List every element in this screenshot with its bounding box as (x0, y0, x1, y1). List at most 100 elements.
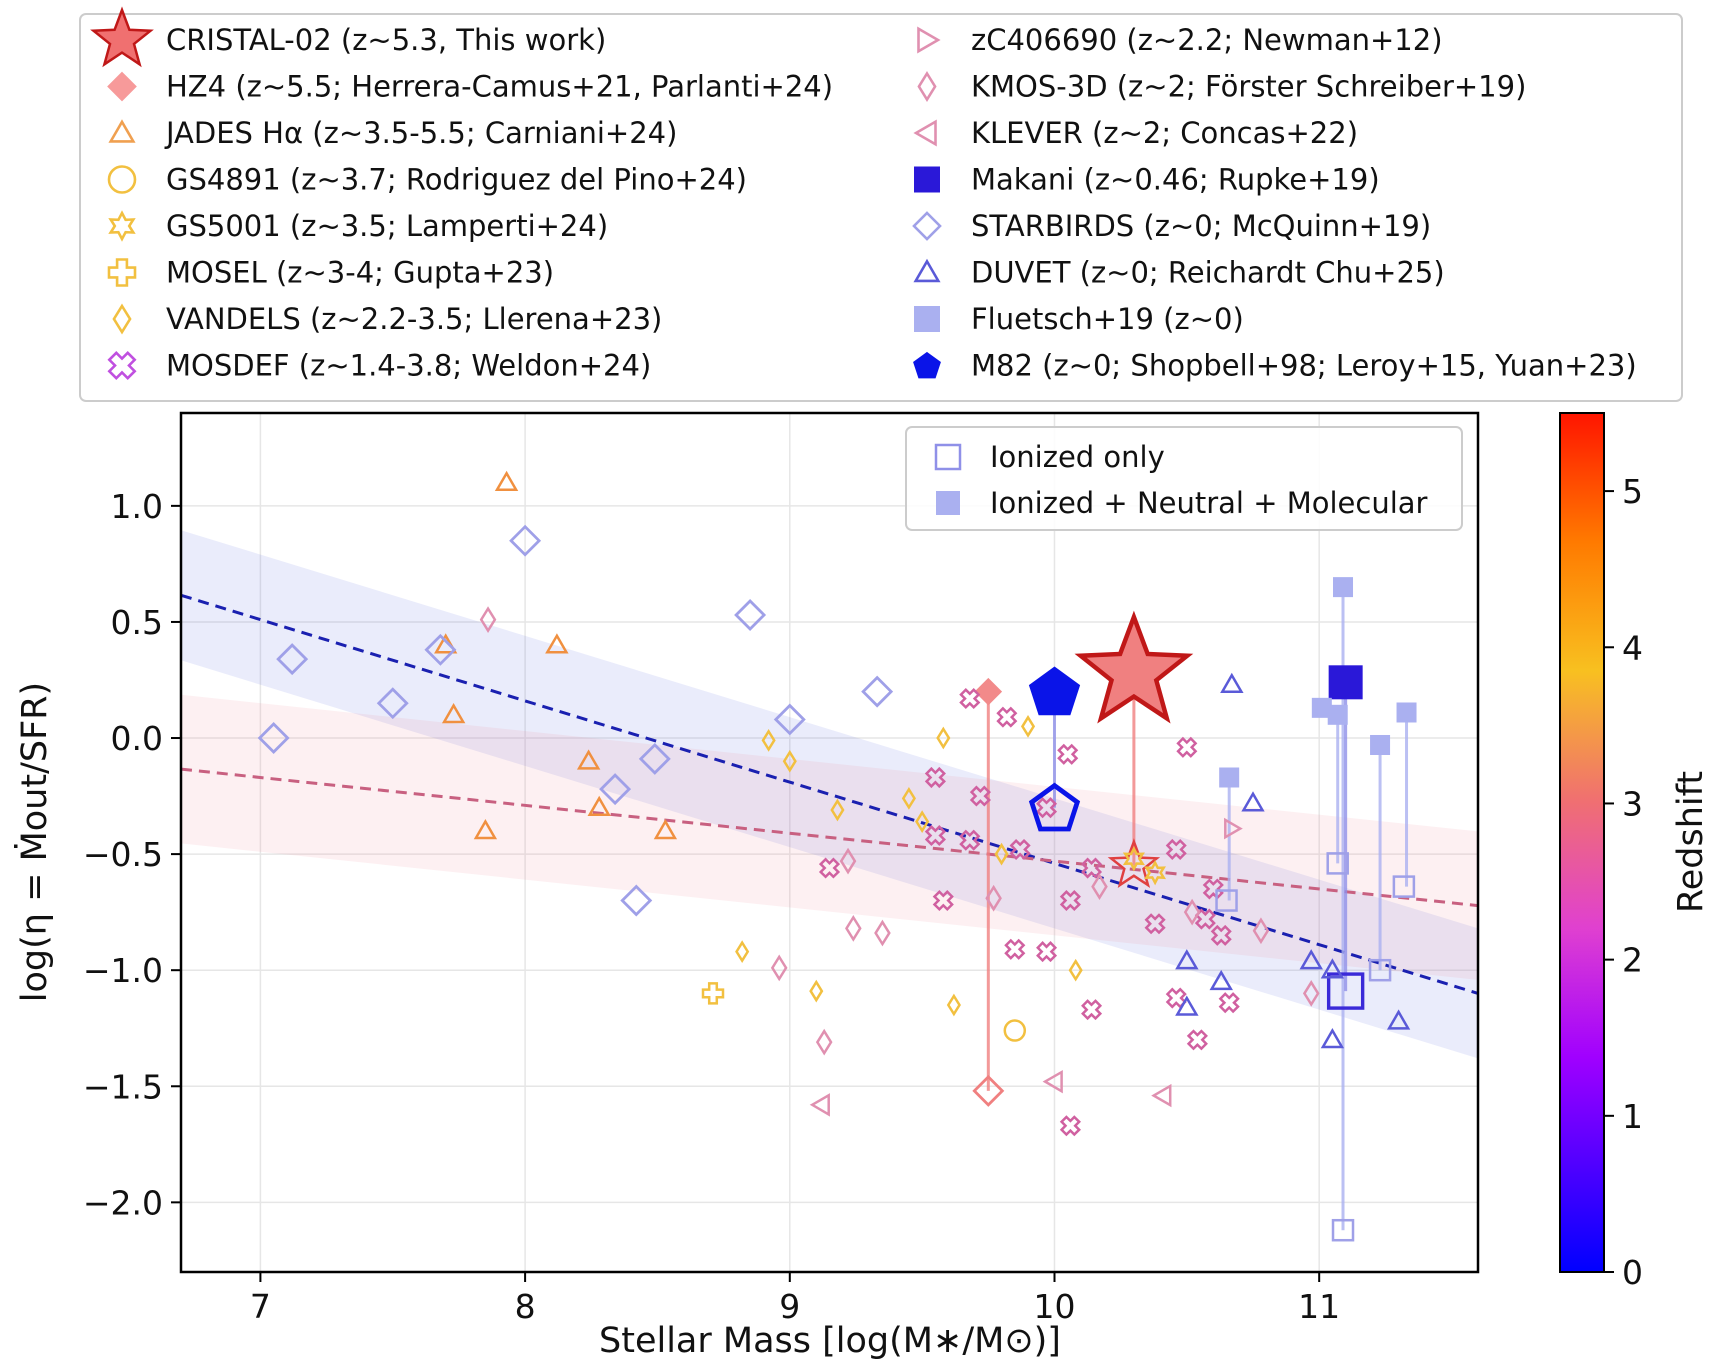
data-point (1091, 873, 1108, 900)
data-point (1396, 702, 1417, 723)
legend-label: VANDELS (z~2.2-3.5; Llerena+23) (166, 302, 662, 336)
inner-legend-marker (936, 491, 960, 515)
y-tick-label: 0.5 (111, 603, 163, 642)
fit-band-0 (181, 530, 1478, 1059)
data-point (770, 954, 788, 982)
data-point (1122, 846, 1145, 872)
data-point (441, 703, 466, 724)
data-point (1370, 734, 1391, 755)
legend-label: zC406690 (z~2.2; Newman+12) (971, 23, 1443, 57)
inner-legend: Ionized only Ionized + Neutral + Molecula… (905, 426, 1463, 531)
legend-marker (913, 351, 941, 379)
data-point (1302, 980, 1320, 1007)
legend-label: HZ4 (z~5.5; Herrera-Camus+21, Parlanti+2… (166, 70, 833, 104)
data-point (1036, 941, 1058, 963)
connectors (986, 587, 1409, 1231)
data-point (638, 742, 671, 775)
data-point (701, 982, 725, 1005)
data-point (773, 703, 806, 736)
x-tick-label: 7 (250, 1287, 271, 1326)
data-point (1176, 736, 1198, 758)
data-point (1218, 992, 1240, 1014)
data-point (1386, 1009, 1411, 1030)
data-point (1020, 715, 1036, 738)
data-point (845, 915, 862, 942)
plot-background (181, 413, 1478, 1272)
data-point (1004, 938, 1026, 960)
colorbar-label: Redshift (1671, 771, 1710, 913)
data-point (1144, 913, 1166, 935)
data-point (494, 470, 519, 492)
fit-line-0 (181, 593, 1478, 995)
legend-label: M82 (z~0; Shopbell+98; Leroy+15, Yuan+23… (971, 349, 1637, 383)
colorbar: 0 1 2 3 4 5 Redshift (1559, 412, 1710, 1292)
x-tick-label: 8 (515, 1287, 536, 1326)
data-point (1252, 917, 1270, 945)
data-point (809, 1093, 830, 1117)
data-point (932, 890, 954, 912)
legend-label: KLEVER (z~2; Concas+22) (971, 116, 1358, 150)
data-point (424, 633, 457, 666)
data-point (479, 606, 497, 633)
data-point (1057, 743, 1079, 765)
data-point (1059, 890, 1081, 912)
data-point (653, 818, 678, 840)
legend-label: JADES Hα (z~3.5-5.5; Carniani+24) (164, 116, 677, 150)
data-point (1074, 610, 1194, 724)
y-axis-ticks: 1.0 0.5 0.0 −0.5 −1.0 −1.5 −2.0 (83, 487, 181, 1222)
legend-label: MOSEL (z~3-4; Gupta+23) (166, 256, 554, 290)
data-point (1368, 958, 1392, 982)
data-point (620, 884, 653, 917)
data-point (874, 919, 891, 947)
legend-label: DUVET (z~0; Reichardt Chu+25) (971, 256, 1445, 290)
data-point (972, 1074, 1005, 1107)
legend-marker (917, 26, 941, 54)
data-point (599, 773, 632, 806)
legend-marker (912, 211, 942, 241)
legend-marker (913, 119, 937, 147)
data-point (1331, 1218, 1355, 1242)
data-point (1328, 665, 1363, 700)
y-tick-label: 1.0 (111, 487, 163, 526)
data-point (936, 726, 951, 750)
data-point (545, 633, 569, 654)
legend-marker (107, 350, 137, 381)
colorbar-gradient (1559, 412, 1605, 1273)
data-point (257, 722, 290, 755)
data-point (734, 599, 767, 631)
data-point (1068, 958, 1083, 982)
x-tick-label: 10 (1033, 1287, 1075, 1326)
legend-marker (914, 166, 940, 193)
data-point (735, 940, 750, 963)
data-point (1165, 987, 1187, 1009)
data-point (1241, 791, 1265, 812)
data-point (1219, 767, 1240, 788)
data-point (1009, 838, 1031, 860)
legend-marker (90, 6, 154, 68)
legend-marker (108, 210, 136, 242)
data-point (815, 1028, 833, 1056)
data-point (587, 795, 611, 817)
data-point (376, 687, 409, 720)
inner-legend-label: Ionized only (990, 440, 1165, 474)
data-point (1299, 949, 1323, 970)
data-point (1326, 972, 1365, 1010)
data-point (1107, 838, 1161, 888)
inner-legend-frame (905, 426, 1463, 531)
data-point (924, 825, 946, 847)
y-tick-label: −0.5 (83, 835, 163, 874)
y-tick-label: −2.0 (83, 1183, 163, 1222)
top-legend-frame (79, 13, 1683, 402)
data-point (1186, 1029, 1208, 1051)
data-point (1036, 797, 1058, 819)
colorbar-tick-label: 5 (1622, 472, 1643, 511)
colorbar-tick-label: 4 (1622, 628, 1643, 667)
y-tick-label: −1.5 (83, 1067, 163, 1106)
data-point (994, 842, 1009, 866)
data-point (1202, 878, 1224, 900)
legend-marker (107, 71, 137, 102)
data-point (1215, 889, 1238, 912)
legend-label: MOSDEF (z~1.4-3.8; Weldon+24) (166, 349, 651, 383)
legend-label: CRISTAL-02 (z~5.3, This work) (166, 23, 606, 57)
